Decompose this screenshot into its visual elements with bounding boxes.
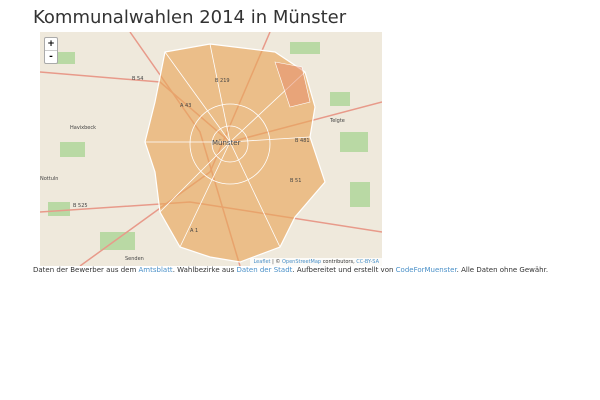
map-label: B 481 bbox=[295, 138, 310, 144]
map-label: B 219 bbox=[215, 78, 230, 84]
footer-link[interactable]: Daten der Stadt bbox=[236, 266, 293, 274]
map-labels: Havixbeck Telgte Münster Senden Nottuln B 54 B… bbox=[40, 76, 345, 262]
osm-link[interactable]: OpenStreetMap bbox=[281, 259, 322, 265]
zoom-in[interactable]: + bbox=[47, 39, 55, 49]
map-label: B 525 bbox=[73, 203, 88, 209]
footer: Daten der Bewerber aus dem Amtsblatt. Wa… bbox=[33, 266, 548, 274]
license-link[interactable]: CC-BY-SA bbox=[356, 259, 379, 265]
map[interactable]: Havixbeck Telgte Münster Senden Nottuln B 54 B… bbox=[40, 32, 382, 266]
footer-text: . Aufbereitet und erstellt von bbox=[292, 266, 396, 274]
leaflet-link[interactable]: Leaflet bbox=[253, 259, 271, 265]
zoom-out[interactable]: - bbox=[45, 50, 57, 63]
attribution-contributors: contributors, bbox=[322, 259, 355, 265]
footer-link[interactable]: CodeForMuenster bbox=[395, 266, 457, 274]
map-label: Nottuln bbox=[40, 176, 58, 182]
map-label: B 54 bbox=[132, 76, 143, 82]
page-title: Kommunalwahlen 2014 in Münster bbox=[33, 7, 347, 28]
map-label: Havixbeck bbox=[70, 125, 96, 131]
map-label: B 51 bbox=[290, 178, 301, 184]
footer-text: . Wahlbezirke aus bbox=[172, 266, 237, 274]
district-borders bbox=[145, 43, 311, 248]
footer-text: . Alle Daten ohne Gewähr. bbox=[456, 266, 549, 274]
zoom-control: + - bbox=[44, 37, 58, 64]
footer-link[interactable]: Amtsblatt bbox=[138, 266, 173, 274]
attribution-separator: | © bbox=[272, 259, 281, 265]
map-label: Münster bbox=[212, 139, 241, 147]
map-label: Senden bbox=[125, 256, 144, 262]
district-highlight bbox=[274, 61, 311, 108]
green-areas bbox=[45, 42, 370, 250]
attribution: Leaflet | © OpenStreetMap contributors, … bbox=[250, 258, 382, 266]
map-label: A 1 bbox=[190, 228, 198, 234]
map-label: Telgte bbox=[329, 118, 345, 124]
map-label: A 43 bbox=[180, 103, 191, 109]
map-tiles: Havixbeck Telgte Münster Senden Nottuln B 54 B… bbox=[40, 32, 382, 266]
footer-text: Daten der Bewerber aus dem bbox=[33, 266, 139, 274]
